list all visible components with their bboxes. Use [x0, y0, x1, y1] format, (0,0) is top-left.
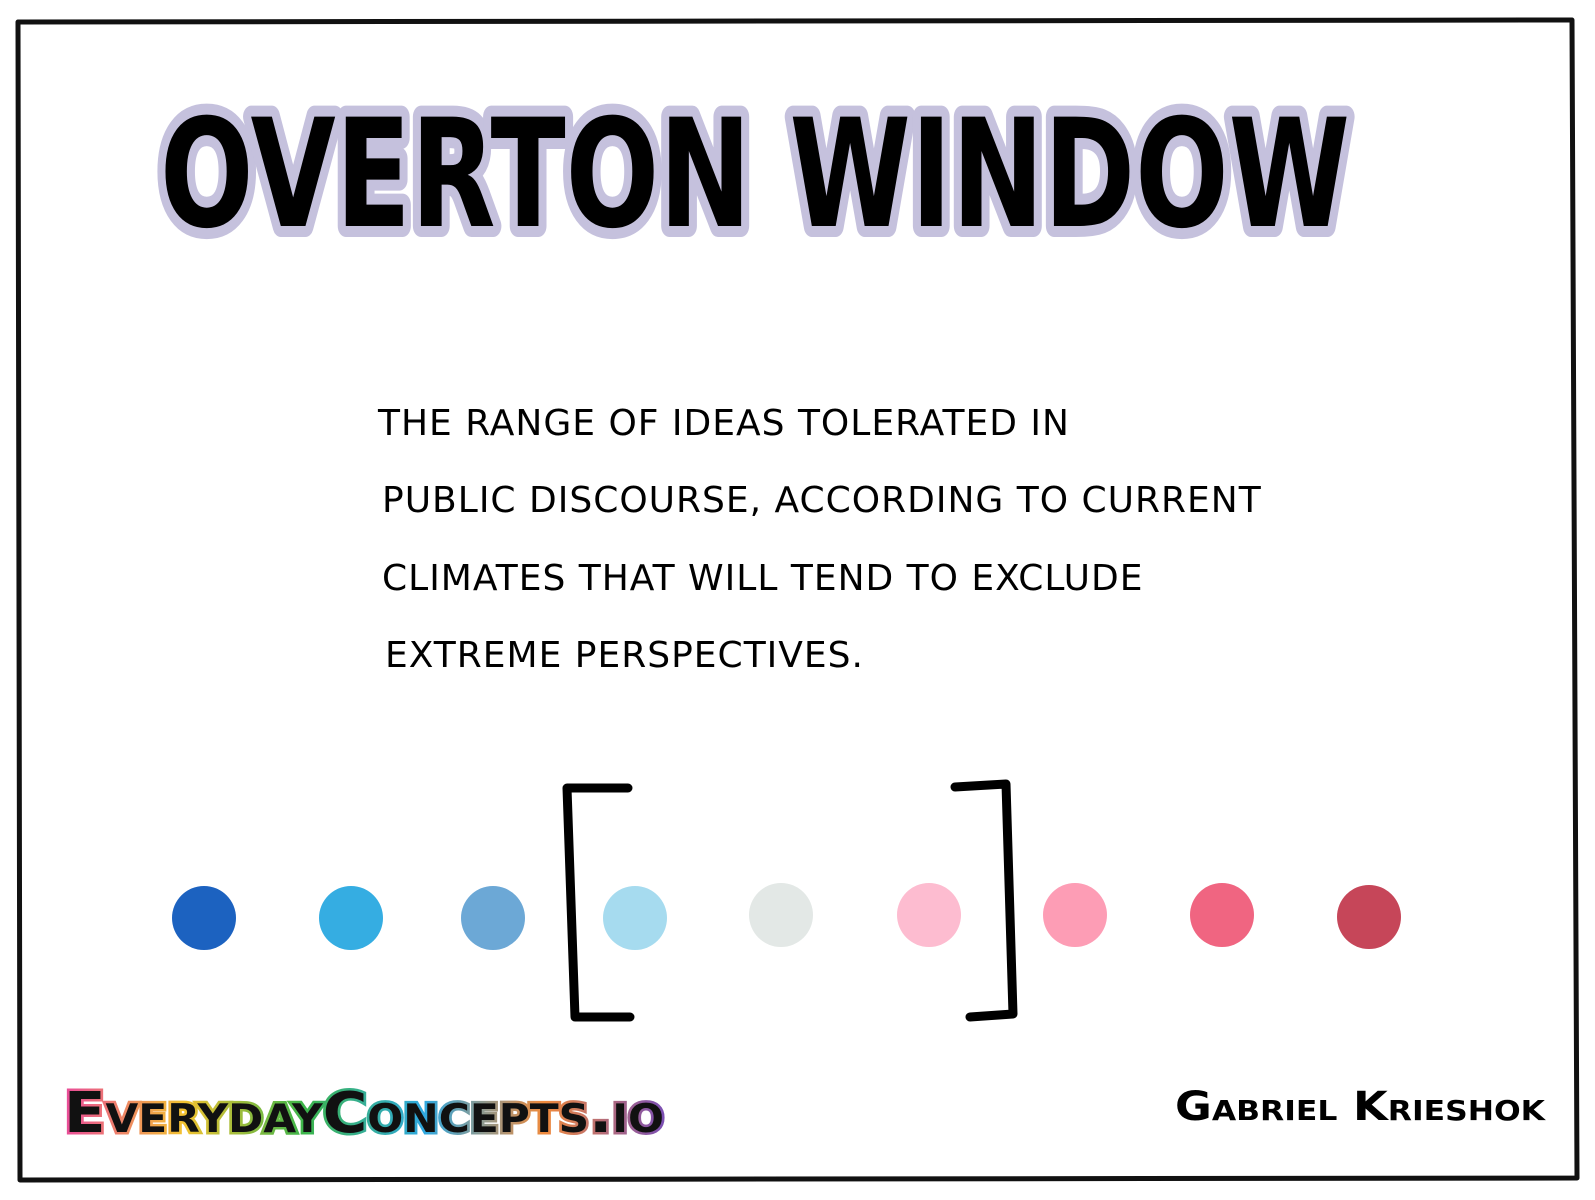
dot [1190, 883, 1254, 947]
title: OVERTON WINDOW [160, 88, 1350, 262]
description-line: EXTREME PERSPECTIVES. [385, 635, 864, 676]
dot [319, 886, 383, 950]
description: THE RANGE OF IDEAS TOLERATED IN PUBLIC D… [377, 403, 1262, 676]
description-line: CLIMATES THAT WILL TEND TO EXCLUDE [382, 558, 1143, 599]
dot [172, 886, 236, 950]
left-bracket [562, 783, 635, 1022]
author: Gabriel Krieshok [1175, 1084, 1546, 1130]
description-line: THE RANGE OF IDEAS TOLERATED IN [377, 403, 1070, 444]
dot [749, 883, 813, 947]
site-name: EverydayConcepts.io [64, 1081, 664, 1146]
dot [1337, 885, 1401, 949]
right-bracket [950, 779, 1018, 1022]
description-line: PUBLIC DISCOURSE, ACCORDING TO CURRENT [382, 480, 1262, 521]
dot [603, 886, 667, 950]
spectrum [172, 779, 1401, 1022]
frame [15, 17, 1580, 1183]
dot [1043, 883, 1107, 947]
dot [897, 883, 961, 947]
dot [461, 886, 525, 950]
